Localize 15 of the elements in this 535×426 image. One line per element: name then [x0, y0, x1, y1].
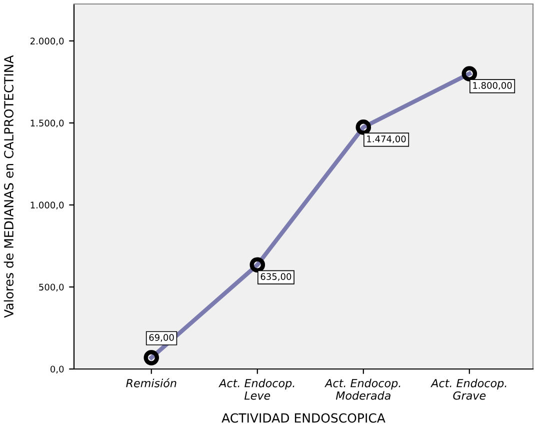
data-label: 69,00	[149, 334, 174, 342]
y-axis-title: Valores de MEDIANAS en CALPROTECTINA	[4, 55, 14, 318]
data-label: 1.800,00	[473, 82, 512, 90]
x-tick-label: Act. Endocop. Grave	[430, 378, 506, 400]
data-label: 1.474,00	[367, 135, 406, 144]
x-tick-label: Remisión	[126, 378, 176, 388]
x-tick-label: Act. Endocop. Moderada	[324, 378, 400, 400]
y-tick-label: 1.000,0	[30, 202, 64, 210]
x-tick-label: Act. Endocop. Leve	[218, 378, 294, 400]
y-tick-label: 0,0	[50, 366, 64, 374]
data-label: 635,00	[260, 273, 292, 281]
y-tick-label: 500,0	[39, 284, 64, 292]
y-tick-label: 2.000,0	[30, 38, 64, 46]
y-tick-label: 1.500,0	[30, 120, 64, 128]
x-axis-title: ACTIVIDAD ENDOSCOPICA	[222, 413, 386, 423]
